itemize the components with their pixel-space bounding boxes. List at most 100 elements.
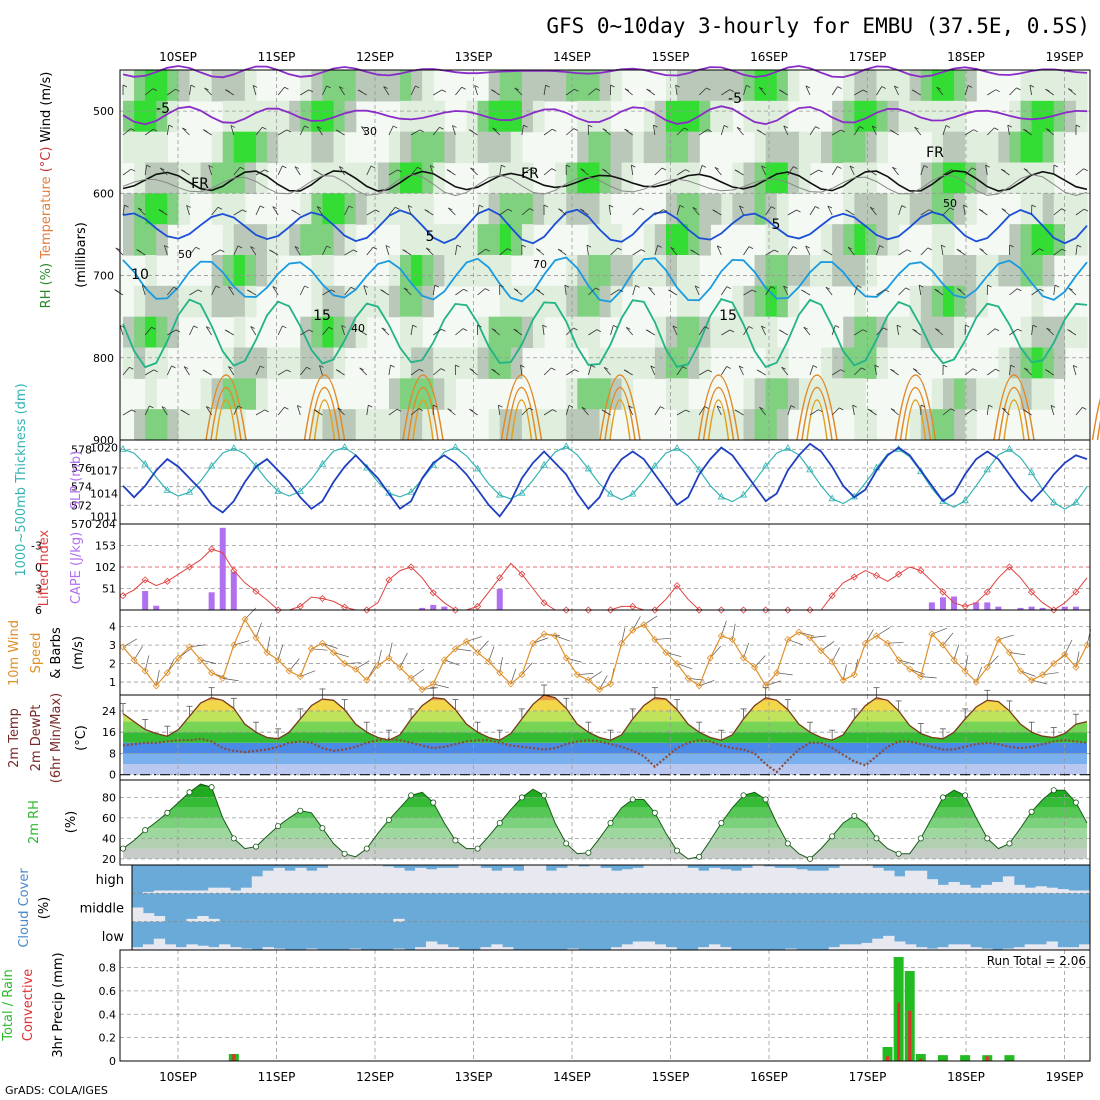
- rh-shade-cell: [754, 70, 767, 102]
- wind-barb: [892, 166, 899, 176]
- rh-shade-cell: [954, 131, 966, 164]
- wind-barb: [1031, 248, 1040, 256]
- wind-barb-flag: [115, 247, 121, 251]
- cloud-cover-cell: [719, 869, 732, 894]
- thickness-marker: [540, 460, 548, 468]
- wind-barb-flag: [845, 209, 850, 213]
- axis-label-part: (m/s): [71, 636, 86, 670]
- wind-barb-flag: [707, 369, 713, 373]
- rh-marker: [408, 792, 415, 799]
- wind-barb: [322, 245, 328, 256]
- wind-barb-flag: [304, 285, 309, 289]
- wind-barb: [166, 125, 170, 136]
- wind-barb: [296, 405, 301, 416]
- wind-barb-flag: [316, 126, 322, 129]
- wind-barb-flag: [746, 85, 751, 88]
- rh-shade-cell: [1031, 100, 1044, 133]
- wind-barb-flag: [381, 327, 387, 331]
- wind-barb-flag: [536, 248, 541, 252]
- thickness-marker: [1072, 498, 1080, 505]
- wind-barb: [300, 89, 310, 96]
- wind-barb-flag: [448, 207, 453, 211]
- rh-marker: [962, 792, 969, 799]
- rh-shade-cell: [942, 162, 955, 194]
- wind-barb-flag: [1061, 248, 1067, 252]
- rh-shade-cell: [832, 100, 844, 133]
- wind-barb: [1053, 248, 1063, 256]
- wind-barb-flag: [1061, 208, 1066, 212]
- thickness-marker: [473, 464, 482, 472]
- rh-shade-cell: [510, 162, 523, 194]
- rh-shade-cell: [1020, 316, 1033, 349]
- wind-barb-flag: [237, 245, 243, 249]
- rh-shade-cell: [965, 193, 977, 225]
- wind-barb: [761, 165, 767, 176]
- wind-barb: [874, 365, 877, 376]
- wind-barb: [521, 407, 530, 416]
- contour-label: -5: [156, 101, 170, 117]
- rh-shade-cell: [821, 378, 833, 410]
- rh-shade-cell: [411, 224, 423, 256]
- wind-barb-flag: [957, 288, 962, 291]
- rh-shade-cell: [1031, 193, 1044, 225]
- rh-shade-cell: [577, 409, 589, 441]
- wind-barb-flag: [358, 329, 363, 333]
- rh-shade-cell: [1031, 224, 1044, 256]
- rh-shade-cell: [344, 162, 357, 194]
- wind-barb-flag: [1016, 87, 1021, 91]
- rh-shade-cell: [665, 224, 678, 256]
- wind10m-barb: [820, 641, 835, 651]
- rh-shade-cell: [599, 70, 612, 102]
- cloud-cover-cell: [338, 865, 351, 894]
- wind-barb-flag: [861, 367, 866, 371]
- wind-barb: [920, 247, 929, 256]
- rh-shade-cell: [145, 409, 157, 441]
- wind-barb: [743, 326, 750, 336]
- cape-bar: [1072, 606, 1079, 610]
- rh-shade-cell: [688, 70, 700, 102]
- rh-shade-cell: [400, 193, 412, 225]
- rh-shade-cell: [931, 285, 944, 318]
- axis-label: (°C): [74, 725, 89, 751]
- rh-shade-cell: [765, 409, 778, 441]
- wind-barb-flag: [370, 165, 376, 169]
- contour-label: 15: [313, 308, 331, 324]
- rh-shade-cell: [887, 70, 900, 102]
- y-tick-label: 3: [35, 583, 42, 596]
- rh-shade-cell: [577, 131, 589, 164]
- rh-shade-cell: [909, 409, 922, 441]
- rh-shade-cell: [931, 316, 944, 349]
- rh-shade-cell: [532, 316, 545, 349]
- rh-shade-cell: [532, 285, 545, 318]
- rh-shade-cell: [776, 70, 789, 102]
- rh-shade-cell: [876, 193, 889, 225]
- wind-barb: [853, 126, 860, 136]
- rh-shade-cell: [499, 285, 512, 318]
- wind-barb: [781, 366, 789, 376]
- wind-barb-flag: [462, 328, 468, 331]
- wind10m-marker: [252, 634, 260, 642]
- rh-shade-cell: [521, 70, 534, 102]
- rh-shade-cell: [809, 131, 822, 164]
- rh-marker: [186, 789, 193, 796]
- wind-barb-flag: [507, 208, 513, 212]
- wind-barb-flag: [729, 89, 734, 92]
- y-tick-label: 4: [109, 621, 116, 634]
- rh-shade-cell: [145, 193, 157, 225]
- wind10m-marker: [850, 671, 858, 679]
- wind-barb-flag: [779, 329, 784, 333]
- cloud-cover-cell: [404, 870, 416, 894]
- wind-barb-flag: [979, 248, 984, 251]
- wind-barb-flag: [967, 85, 973, 88]
- wind-barb: [141, 285, 146, 296]
- wind-barb: [407, 205, 412, 216]
- cloud-cover-cell: [1046, 887, 1058, 894]
- rh-shade-cell: [555, 162, 567, 194]
- cape-bar: [973, 602, 980, 610]
- rh-shade-cell: [843, 131, 855, 164]
- rh-shade-cell: [145, 224, 157, 256]
- y-tick-label: 570: [71, 518, 92, 531]
- wind-barb-flag: [684, 127, 689, 131]
- thickness-line: [122, 445, 1088, 510]
- wind-barb: [277, 325, 283, 336]
